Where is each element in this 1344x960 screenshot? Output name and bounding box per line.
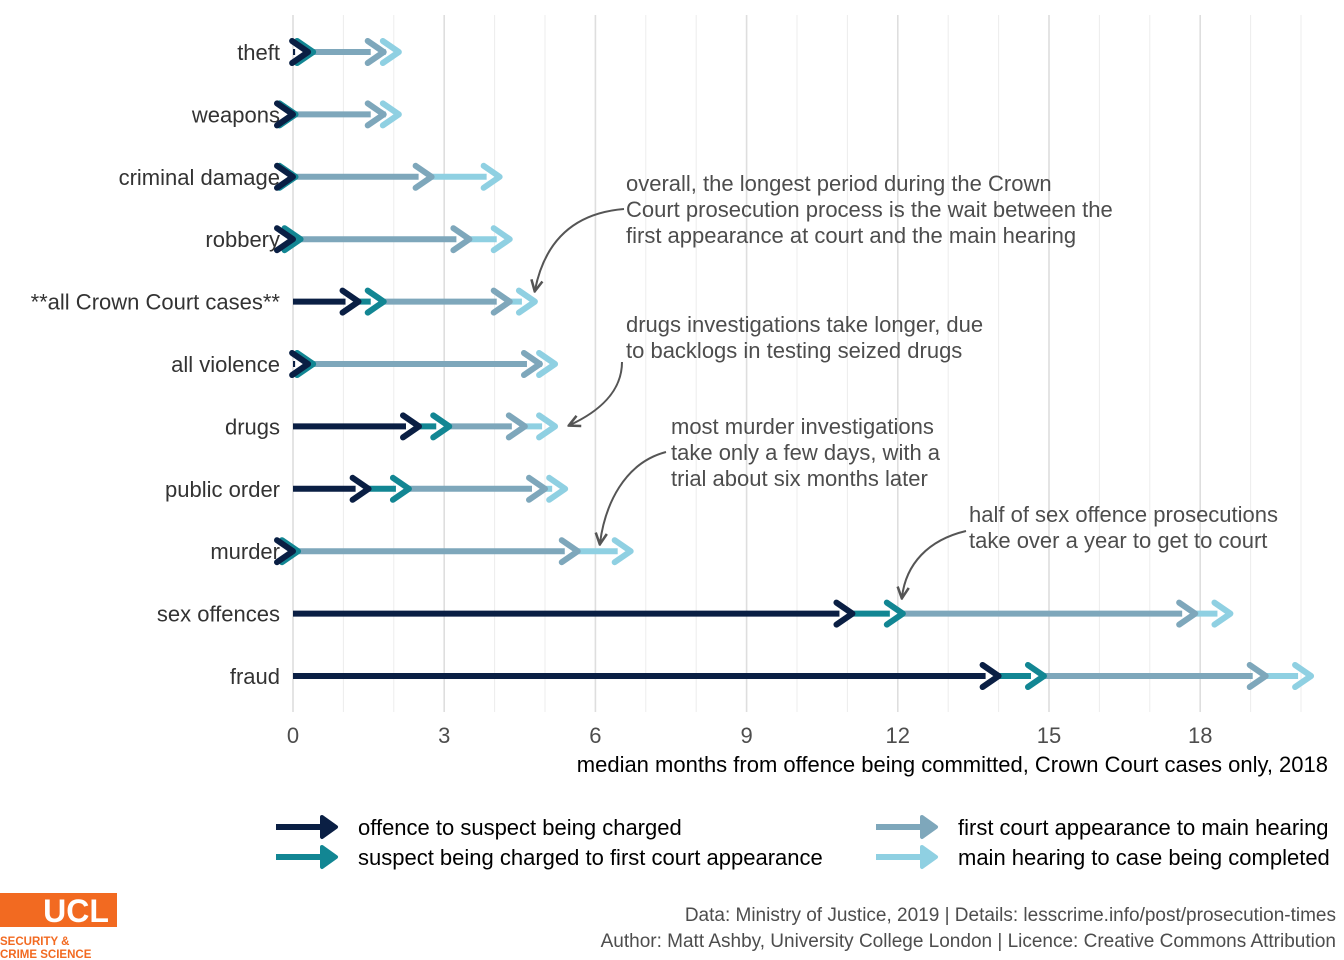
arrow-head [349, 474, 372, 503]
annotation-text: most murder investigations [671, 414, 934, 439]
annotation-text: drugs investigations take longer, due [626, 312, 983, 337]
arrow-head [339, 287, 362, 316]
arrow-head [480, 162, 503, 191]
x-tick-label: 3 [438, 723, 450, 748]
arrow-head [1024, 662, 1047, 690]
arrow-head [505, 412, 528, 441]
annotation-arrow [902, 530, 967, 597]
logo-line2: CRIME SCIENCE [0, 949, 92, 960]
logo-block [0, 893, 117, 927]
caption-line-2: Author: Matt Ashby, University College L… [601, 931, 1336, 952]
annotation-text: half of sex offence prosecutions [969, 502, 1278, 527]
x-tick-label: 12 [886, 723, 910, 748]
category-label: **all Crown Court cases** [31, 290, 281, 315]
category-labels: theft weapons criminal damage robbery **all … [31, 40, 281, 689]
arrow-head [536, 412, 559, 441]
arrow-head [883, 599, 906, 628]
annotation-text: take over a year to get to court [969, 528, 1267, 553]
arrow-head [520, 350, 543, 378]
arrow-head [490, 225, 513, 254]
arrow-head [558, 537, 581, 566]
x-tick-label: 0 [287, 723, 299, 748]
arrow-head [1292, 662, 1315, 690]
arrow-head [274, 537, 296, 566]
arrow-head [274, 100, 296, 129]
annotation-arrow [535, 208, 625, 290]
category-label: public order [165, 477, 280, 502]
arrow-head [364, 100, 387, 129]
arrow-head [379, 100, 402, 129]
annotation-text: overall, the longest period during the C… [626, 171, 1052, 196]
arrow-head [979, 662, 1002, 690]
category-label: fraud [230, 664, 280, 689]
x-tick-label: 6 [589, 723, 601, 748]
arrow-head [546, 474, 569, 503]
category-label: criminal damage [119, 165, 280, 190]
annotations: overall, the longest period during the C… [535, 171, 1278, 597]
arrow-head [536, 350, 559, 378]
arrow-head [400, 412, 422, 441]
arrow-head [526, 474, 548, 503]
category-label: weapons [191, 102, 280, 127]
x-tick-label: 18 [1188, 723, 1212, 748]
arrow-head [1176, 599, 1199, 628]
annotation-text: to backlogs in testing seized drugs [626, 338, 962, 363]
annotation-text: Court prosecution process is the wait be… [626, 197, 1113, 222]
data-arrows [274, 38, 1315, 690]
legend-key-head [320, 845, 338, 869]
legend-label: first court appearance to main hearing [958, 815, 1329, 840]
annotation-text: trial about six months later [671, 466, 928, 491]
legend-label: suspect being charged to first court app… [358, 845, 823, 870]
arrow-head [833, 599, 856, 628]
arrow-head [389, 474, 412, 503]
arrow-head [289, 38, 312, 66]
arrow-head [515, 287, 538, 316]
arrow-head [274, 225, 296, 254]
logo-wordmark: UCL [43, 893, 109, 929]
x-axis-label: median months from offence being committ… [577, 752, 1328, 777]
arrow-head [379, 38, 402, 66]
legend-label: main hearing to case being completed [958, 845, 1330, 870]
category-label: theft [237, 40, 280, 65]
arrow-head [490, 287, 513, 316]
annotation-text: take only a few days, with a [671, 440, 941, 465]
category-label: all violence [171, 352, 280, 377]
arrow-head [611, 537, 634, 566]
caption-line-1: Data: Ministry of Justice, 2019 | Detail… [685, 905, 1336, 926]
arrow-head [450, 225, 473, 254]
category-label: sex offences [157, 602, 280, 627]
arrow-head [430, 412, 453, 441]
arrow-head [364, 38, 387, 66]
arrow-head [1246, 662, 1269, 690]
category-label: murder [210, 539, 280, 564]
x-tick-label: 15 [1037, 723, 1061, 748]
legend: offence to suspect being charged suspect … [276, 815, 1330, 870]
legend-key-head [320, 815, 338, 839]
arrow-head [274, 162, 296, 191]
x-axis-ticks: 0 3 6 9 12 15 18 [287, 723, 1213, 748]
annotation-text: first appearance at court and the main h… [626, 223, 1076, 248]
annotation-arrow [600, 451, 667, 543]
x-tick-label: 9 [740, 723, 752, 748]
arrow-head [1211, 599, 1234, 628]
arrow-head [289, 350, 312, 378]
logo-line1: SECURITY & [0, 936, 69, 948]
arrow-head [364, 287, 387, 316]
arrow-head [412, 162, 435, 191]
legend-key-head [920, 815, 938, 839]
ucl-logo: UCL SECURITY & CRIME SCIENCE [0, 893, 117, 960]
category-label: robbery [205, 227, 280, 252]
arrow-head [281, 225, 304, 254]
legend-key-head [920, 845, 938, 869]
legend-label: offence to suspect being charged [358, 815, 682, 840]
category-label: drugs [225, 414, 280, 439]
annotation-arrow [570, 361, 623, 425]
